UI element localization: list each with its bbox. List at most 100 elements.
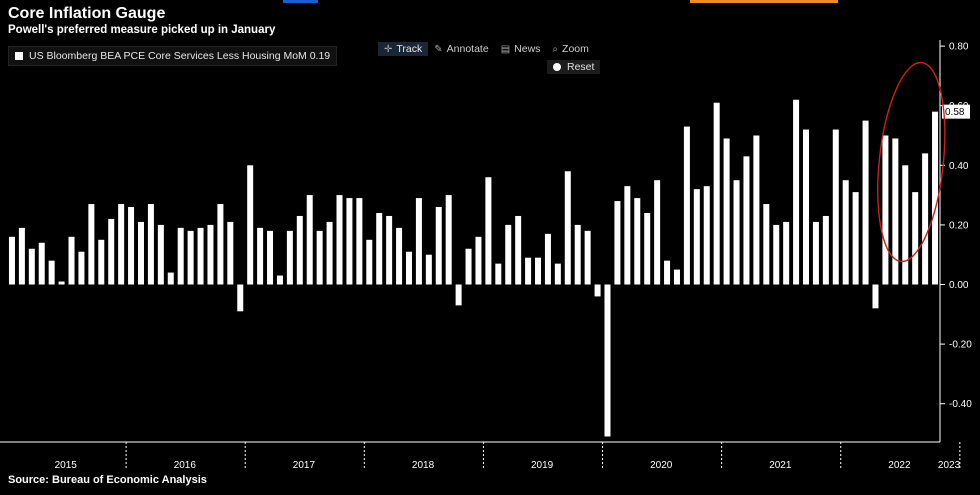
zoom-button[interactable]: ⌕ Zoom	[546, 42, 594, 56]
bar	[544, 233, 551, 285]
y-tick-label: 0.00	[949, 280, 969, 291]
bar	[594, 284, 601, 297]
annotate-button[interactable]: ✎ Annotate	[428, 42, 494, 56]
bar	[227, 221, 234, 285]
news-label: News	[514, 43, 541, 55]
bar	[783, 221, 790, 285]
bar	[237, 284, 244, 312]
bar	[554, 263, 561, 285]
bar	[892, 138, 899, 285]
bar	[316, 230, 323, 285]
bar	[167, 272, 174, 285]
accent-bar-orange	[690, 0, 838, 3]
bar	[108, 218, 115, 285]
reset-dot-icon	[553, 63, 561, 71]
bar	[128, 207, 135, 285]
bar	[743, 156, 750, 285]
bar	[574, 224, 581, 285]
bar	[276, 275, 283, 285]
bar	[505, 224, 512, 285]
bar	[644, 212, 651, 285]
bar	[336, 195, 343, 285]
bar	[346, 198, 353, 285]
x-tick-label: 2020	[650, 460, 673, 471]
legend[interactable]: US Bloomberg BEA PCE Core Services Less …	[8, 46, 338, 66]
y-tick-label: -0.20	[949, 340, 972, 351]
bar	[356, 198, 363, 285]
bar	[18, 227, 25, 285]
bar	[48, 260, 55, 285]
track-label: Track	[396, 43, 423, 55]
reset-button[interactable]: Reset	[547, 60, 601, 74]
zoom-label: Zoom	[562, 43, 589, 55]
bar	[604, 284, 611, 437]
bar	[485, 177, 492, 285]
bar	[435, 207, 442, 285]
bar	[475, 236, 482, 285]
bar	[673, 269, 680, 285]
legend-label: US Bloomberg BEA PCE Core Services Less …	[29, 50, 331, 62]
bar	[147, 204, 154, 285]
bar	[326, 221, 333, 285]
highlight-ellipse	[877, 61, 946, 263]
bar	[28, 248, 35, 285]
bar	[852, 192, 859, 285]
accent-bar-blue	[283, 0, 318, 3]
bar	[723, 138, 730, 285]
bar	[118, 204, 125, 285]
pencil-icon: ✎	[434, 43, 443, 55]
bar	[703, 186, 710, 285]
news-button[interactable]: ▤ News	[495, 42, 547, 56]
bar	[882, 135, 889, 285]
bar	[267, 230, 274, 285]
bar	[515, 215, 522, 285]
overlay-group: 0.58	[877, 61, 970, 263]
bar	[753, 135, 760, 285]
bar	[78, 251, 85, 285]
bar	[624, 186, 631, 285]
bar	[68, 236, 75, 285]
bar	[683, 126, 690, 285]
bar	[584, 230, 591, 285]
bar	[415, 198, 422, 285]
bar	[664, 260, 671, 285]
crosshair-icon: ✛	[384, 43, 393, 55]
bar	[832, 129, 839, 285]
y-tick-label: 0.20	[949, 220, 969, 231]
x-tick-label: 2021	[769, 460, 792, 471]
bar	[197, 227, 204, 285]
bar	[257, 227, 264, 285]
bar	[862, 120, 869, 285]
magnifier-icon: ⌕	[552, 43, 559, 55]
bar	[654, 180, 661, 285]
bar	[376, 212, 383, 285]
bar	[177, 227, 184, 285]
bar	[465, 248, 472, 285]
bar	[455, 284, 462, 306]
bar	[396, 227, 403, 285]
bar	[912, 192, 919, 285]
chart-title: Core Inflation Gauge	[8, 5, 166, 22]
bar	[932, 111, 939, 285]
y-tick-label: -0.40	[949, 399, 972, 410]
chart-subtitle: Powell's preferred measure picked up in …	[8, 24, 276, 36]
bar	[58, 281, 65, 285]
legend-swatch	[15, 52, 23, 60]
bar	[842, 180, 849, 285]
bar	[306, 195, 313, 285]
bar	[525, 257, 532, 285]
bar	[366, 239, 373, 285]
reset-label: Reset	[567, 61, 595, 73]
last-value-tag	[942, 104, 970, 119]
bar	[535, 257, 542, 285]
bar	[187, 230, 194, 285]
chart-toolbar: ✛ Track ✎ Annotate ▤ News ⌕ Zoom	[378, 42, 595, 56]
bar	[922, 153, 929, 285]
bar	[773, 224, 780, 285]
track-button[interactable]: ✛ Track	[378, 42, 429, 56]
bar	[296, 215, 303, 285]
bar	[217, 204, 224, 285]
y-tick-label: 0.40	[949, 161, 969, 172]
bar	[812, 221, 819, 285]
